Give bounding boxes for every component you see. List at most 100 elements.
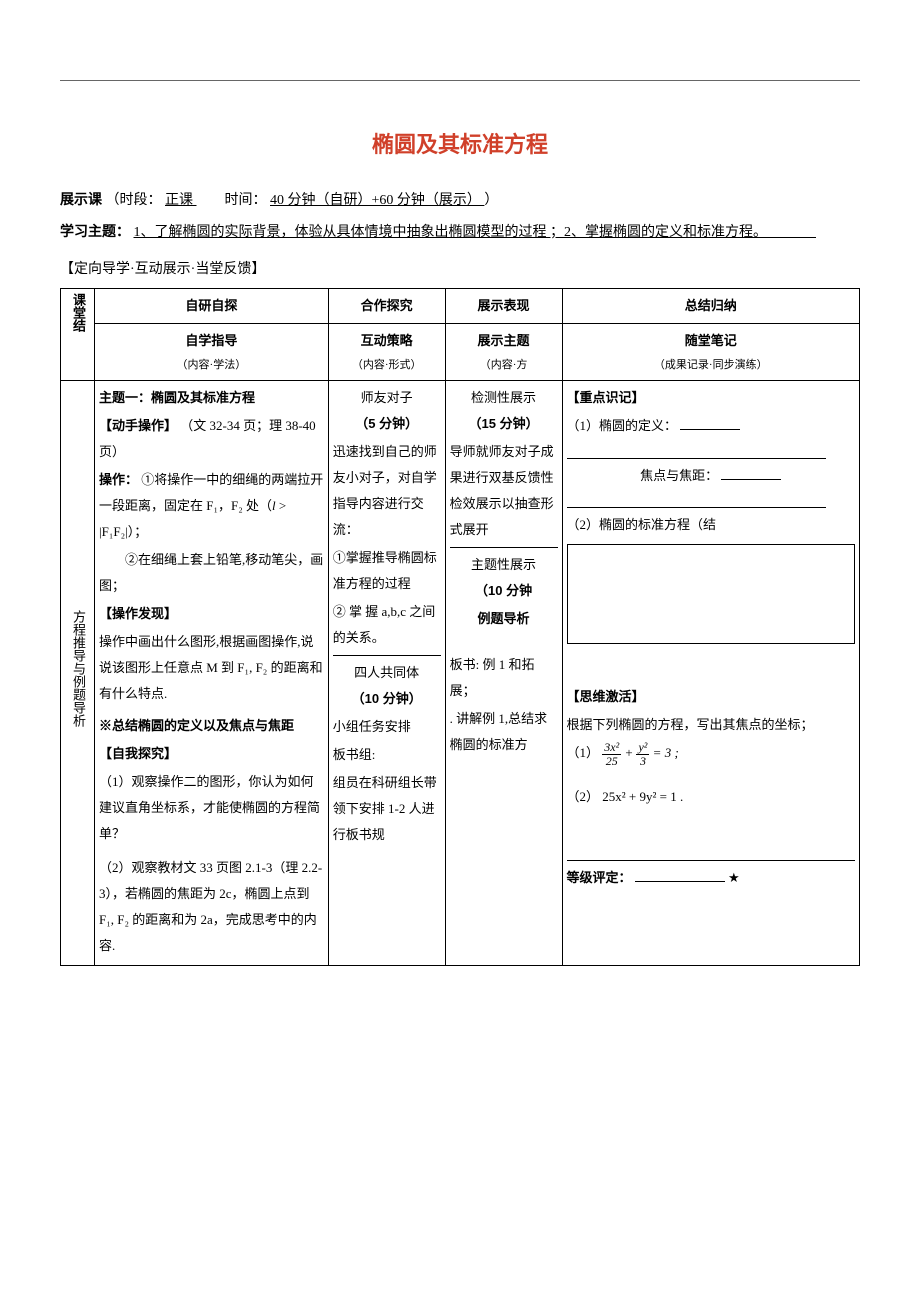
intro-text-1a: （时段： <box>106 193 162 208</box>
cell-notes: 【重点识记】 （1）椭圆的定义： 焦点与焦距： （2）椭圆的标准方程（结 【思维… <box>562 381 860 966</box>
intro-line-1: 展示课 （时段： 正课 时间： 40 分钟（自研）+60 分钟（展示） ） <box>60 187 860 213</box>
subheader-2: 互动策略 （内容·形式） <box>328 324 445 381</box>
intro-label-1: 展示课 <box>60 191 102 207</box>
page-title: 椭圆及其标准方程 <box>60 125 860 165</box>
frac-b-num: y² <box>636 741 649 755</box>
blank-fill <box>567 493 827 509</box>
show-p1: 检测性展示 （15 分钟） <box>450 385 558 437</box>
study-t6: 操作中画出什么图形,根据画图操作,说说该图形上任意点 M 到 F₁, F₂ 的距… <box>99 629 324 707</box>
notes-q2pre: （2） <box>567 789 600 804</box>
notes-q2eq: 25x² + 9y² = 1 . <box>602 789 683 804</box>
notes-q0: 根据下列椭圆的方程，写出其焦点的坐标； <box>567 712 856 738</box>
coop-p8: 组员在科研组长带领下安排 1-2 人进行板书规 <box>333 770 441 848</box>
subheader-3: 展示主题 （内容·方 <box>445 324 562 381</box>
subheader-4-title: 随堂笔记 <box>567 328 856 354</box>
frac-b: y² 3 <box>636 741 649 768</box>
study-t2: 【动手操作】 （文 32-34 页；理 38-40 页） <box>99 413 324 465</box>
study-t5: 【操作发现】 <box>99 601 324 627</box>
intro-line-2: 学习主题： 1、了解椭圆的实际背景，体验从具体情境中抽象出椭圆模型的过程 ；2、… <box>60 219 860 245</box>
intro-text-1b: 时间： <box>197 193 267 208</box>
intro-underline-1: 正课 <box>165 193 197 208</box>
notes-l1: （1）椭圆的定义： <box>567 413 856 439</box>
frac-a-num: 3x² <box>602 741 621 755</box>
subheader-2-title: 互动策略 <box>333 328 441 354</box>
subheader-1: 自学指导 （内容·学法） <box>95 324 329 381</box>
row-label-text: 方程推导与例题导析 <box>65 610 91 727</box>
subheader-1-note: （内容·学法） <box>99 354 324 376</box>
intro-underline-3: 1、了解椭圆的实际背景，体验从具体情境中抽象出椭圆模型的过程 ；2、掌握椭圆的定… <box>134 225 817 240</box>
coop-p1: 师友对子 （5 分钟） <box>333 385 441 437</box>
cell-coop: 师友对子 （5 分钟） 迅速找到自己的师友小对子，对自学指导内容进行交流： ①掌… <box>328 381 445 966</box>
col-header-side: 课堂结 <box>61 289 95 381</box>
show-p5: 板书: 例 1 和拓展； <box>450 652 558 704</box>
blank-fill <box>721 467 781 480</box>
show-p1a: 检测性展示 <box>471 390 536 405</box>
intro-text-1c: ） <box>484 193 498 208</box>
subheader-4: 随堂笔记 （成果记录·同步演练） <box>562 324 860 381</box>
col-header-2: 合作探究 <box>328 289 445 324</box>
coop-p1b: （5 分钟） <box>355 416 418 431</box>
rating-blank <box>635 881 725 882</box>
col-header-side-text: 课堂结 <box>65 293 91 332</box>
frac-a-den: 25 <box>602 755 621 768</box>
answer-box <box>567 544 856 644</box>
notes-q2: （2） 25x² + 9y² = 1 . <box>567 784 856 810</box>
notes-l2: 焦点与焦距： <box>567 463 856 489</box>
frac-a: 3x² 25 <box>602 741 621 768</box>
top-rule <box>60 80 860 81</box>
notes-q1tail: = 3 ; <box>653 745 679 760</box>
section-header: 【定向导学·互动展示·当堂反馈】 <box>60 257 860 282</box>
main-table: 课堂结 自研自探 合作探究 展示表现 总结归纳 自学指导 （内容·学法） 互动策… <box>60 288 860 966</box>
coop-p5b: （10 分钟） <box>352 691 422 706</box>
col-header-4: 总结归纳 <box>562 289 860 324</box>
coop-p5: 四人共同体 （10 分钟） <box>333 655 441 712</box>
coop-p2: 迅速找到自己的师友小对子，对自学指导内容进行交流： <box>333 439 441 543</box>
cell-show: 检测性展示 （15 分钟） 导师就师友对子成果进行双基反馈性检效展示以抽查形式展… <box>445 381 562 966</box>
frac-b-den: 3 <box>636 755 649 768</box>
subheader-2-note: （内容·形式） <box>333 354 441 376</box>
col-header-3: 展示表现 <box>445 289 562 324</box>
study-t9: （1）观察操作二的图形，你认为如何建议直角坐标系，才能使椭圆的方程简单？ <box>99 769 324 847</box>
coop-p5a: 四人共同体 <box>354 665 419 680</box>
notes-h2: 【思维激活】 <box>567 684 856 710</box>
notes-l2-text: 焦点与焦距： <box>640 468 718 483</box>
row-label: 方程推导与例题导析 <box>61 381 95 966</box>
coop-p7: 板书组: <box>333 742 441 768</box>
study-t1: 主题一：椭圆及其标准方程 <box>99 385 324 411</box>
subheader-3-title: 展示主题 <box>450 328 558 354</box>
coop-p3: ①掌握推导椭圆标准方程的过程 <box>333 545 441 597</box>
notes-l1-text: （1）椭圆的定义： <box>567 418 678 433</box>
show-p3: 主题性展示 （10 分钟 <box>450 547 558 604</box>
study-t7: ※总结椭圆的定义以及焦点与焦距 <box>99 713 324 739</box>
table-row: 自学指导 （内容·学法） 互动策略 （内容·形式） 展示主题 （内容·方 随堂笔… <box>61 324 860 381</box>
table-row: 课堂结 自研自探 合作探究 展示表现 总结归纳 <box>61 289 860 324</box>
col-header-1: 自研自探 <box>95 289 329 324</box>
notes-h1: 【重点识记】 <box>567 385 856 411</box>
cell-study: 主题一：椭圆及其标准方程 【动手操作】 （文 32-34 页；理 38-40 页… <box>95 381 329 966</box>
show-p1b: （15 分钟） <box>469 416 539 431</box>
blank-fill <box>680 417 740 430</box>
subheader-3-note: （内容·方 <box>450 354 558 376</box>
subheader-4-note: （成果记录·同步演练） <box>567 354 856 376</box>
coop-p4: ② 掌 握 a,b,c 之间的关系。 <box>333 599 441 651</box>
coop-p1a: 师友对子 <box>361 390 413 405</box>
notes-q1: （1） 3x² 25 + y² 3 = 3 ; <box>567 740 856 768</box>
blank-fill <box>567 443 827 459</box>
notes-rating-label: 等级评定： <box>567 870 632 885</box>
intro-underline-2: 40 分钟（自研）+60 分钟（展示） <box>270 193 484 208</box>
study-t2a: 【动手操作】 <box>99 418 177 433</box>
show-p4: 例题导析 <box>450 606 558 632</box>
show-p6: . 讲解例 1,总结求椭圆的标准方 <box>450 706 558 758</box>
show-p3a: 主题性展示 <box>471 557 536 572</box>
study-t4: ②在细绳上套上铅笔,移动笔尖，画图； <box>99 547 324 599</box>
intro-label-2: 学习主题： <box>60 223 130 239</box>
study-t3a: 操作： <box>99 472 138 487</box>
subheader-1-title: 自学指导 <box>99 328 324 354</box>
coop-p6: 小组任务安排 <box>333 714 441 740</box>
study-t8: 【自我探究】 <box>99 741 324 767</box>
notes-rating: 等级评定： ★ <box>567 860 856 891</box>
study-t3: 操作： ①将操作一中的细绳的两端拉开一段距离，固定在 F₁，F₂ 处（l > |… <box>99 467 324 545</box>
show-p2: 导师就师友对子成果进行双基反馈性检效展示以抽查形式展开 <box>450 439 558 543</box>
notes-l3: （2）椭圆的标准方程（结 <box>567 512 856 538</box>
star-icon: ★ <box>728 870 740 885</box>
